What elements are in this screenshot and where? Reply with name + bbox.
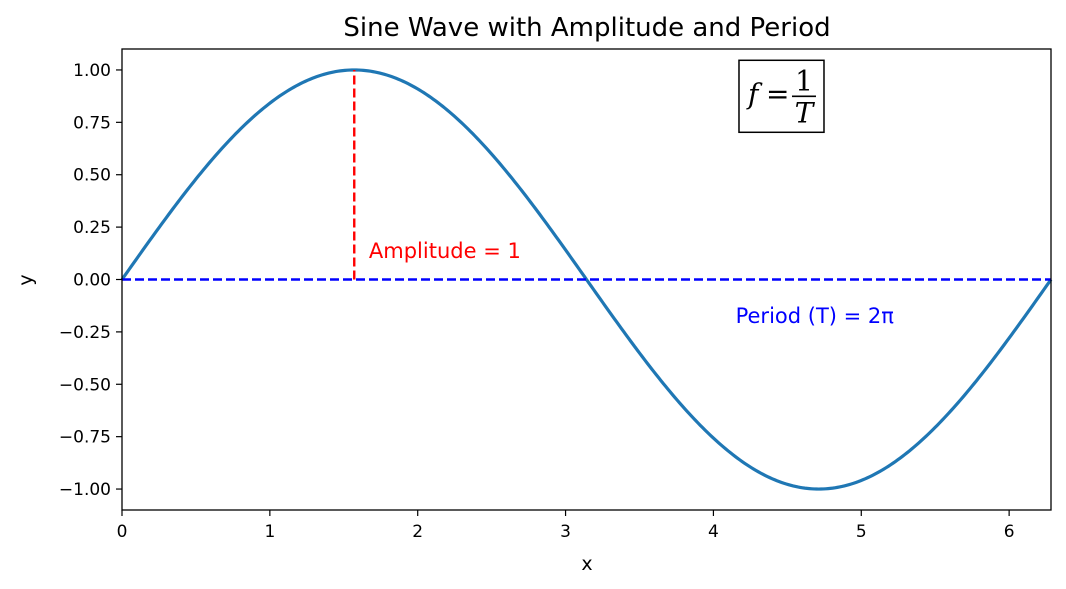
x-tick-label: 4 (708, 522, 719, 542)
formula-equals: = (766, 77, 789, 110)
x-tick-label: 3 (560, 522, 571, 542)
y-tick-label: 0.00 (73, 271, 111, 291)
period-annotation: Period (T) = 2π (736, 304, 895, 328)
amplitude-annotation: Amplitude = 1 (369, 239, 521, 263)
y-tick-label: 0.25 (73, 218, 111, 238)
y-tick-label: −0.75 (59, 428, 111, 448)
y-axis-label: y (15, 274, 37, 285)
y-tick-label: −0.25 (59, 323, 111, 343)
y-tick-label: −0.50 (59, 375, 111, 395)
y-tick-label: 1.00 (73, 61, 111, 81)
formula-denominator: T (795, 96, 816, 129)
x-tick-label: 0 (117, 522, 128, 542)
x-tick-label: 5 (856, 522, 867, 542)
x-tick-label: 6 (1004, 522, 1015, 542)
sine-wave-line (120, 68, 1053, 491)
x-axis-label: x (581, 553, 592, 575)
y-tick-label: 0.75 (73, 113, 111, 133)
chart-title: Sine Wave with Amplitude and Period (343, 13, 830, 43)
plot-area: 0 1 2 3 4 5 6 1.00 0.75 0.50 0.25 0.00 −0.25 −0.50 −0.… (59, 48, 1053, 542)
x-tick-label: 1 (264, 522, 275, 542)
x-tick-label: 2 (412, 522, 423, 542)
y-tick-label: 0.50 (73, 166, 111, 186)
y-tick-label: −1.00 (59, 480, 111, 500)
formula-numerator: 1 (795, 64, 813, 97)
